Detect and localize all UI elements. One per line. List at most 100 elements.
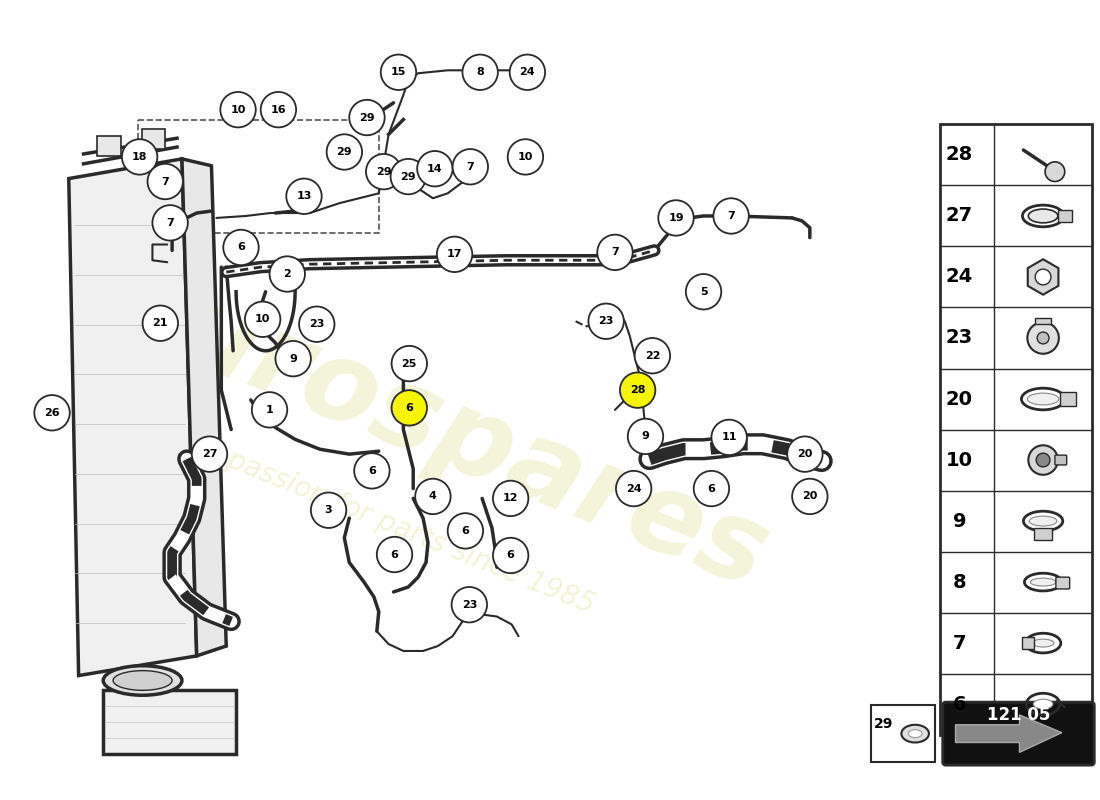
Text: 12: 12 [503, 494, 518, 503]
Text: 29: 29 [360, 113, 375, 122]
Ellipse shape [1028, 209, 1058, 223]
Circle shape [1035, 269, 1050, 285]
Text: 2: 2 [284, 269, 292, 279]
Text: 27: 27 [946, 206, 974, 226]
Text: 7: 7 [612, 247, 619, 258]
Ellipse shape [1030, 516, 1057, 526]
Circle shape [392, 346, 427, 382]
Text: 6: 6 [238, 242, 245, 253]
Circle shape [462, 599, 478, 614]
Ellipse shape [901, 725, 928, 742]
Ellipse shape [1033, 699, 1053, 709]
Text: 28: 28 [946, 146, 974, 165]
Text: 6: 6 [507, 550, 515, 561]
Circle shape [452, 587, 487, 622]
Text: 13: 13 [296, 191, 311, 202]
Text: 24: 24 [626, 483, 641, 494]
Circle shape [252, 392, 287, 427]
Text: 29: 29 [874, 717, 893, 730]
Text: 29: 29 [376, 166, 392, 177]
Circle shape [588, 303, 624, 339]
Circle shape [1037, 332, 1049, 344]
Circle shape [392, 390, 427, 426]
Ellipse shape [1031, 578, 1056, 586]
Text: 10: 10 [946, 450, 972, 470]
Text: 8: 8 [476, 67, 484, 78]
Circle shape [34, 395, 69, 430]
Circle shape [377, 537, 412, 572]
Circle shape [311, 493, 346, 528]
Text: 29: 29 [337, 147, 352, 157]
Text: 21: 21 [153, 318, 168, 328]
Ellipse shape [1027, 393, 1059, 405]
Circle shape [270, 256, 305, 292]
Text: 28: 28 [630, 385, 646, 395]
Text: 6: 6 [390, 550, 398, 559]
Text: 6: 6 [707, 483, 715, 494]
Circle shape [327, 134, 362, 170]
Circle shape [261, 92, 296, 127]
Polygon shape [956, 715, 1062, 752]
Circle shape [299, 306, 334, 342]
Text: 7: 7 [727, 211, 735, 221]
Text: 9: 9 [289, 354, 297, 364]
Text: 4: 4 [429, 491, 437, 502]
FancyBboxPatch shape [97, 136, 121, 156]
Text: 16: 16 [271, 105, 286, 114]
Text: 25: 25 [402, 358, 417, 369]
Text: 18: 18 [132, 152, 147, 162]
Circle shape [191, 437, 228, 472]
Circle shape [694, 471, 729, 506]
Circle shape [147, 164, 183, 199]
Circle shape [597, 234, 632, 270]
Polygon shape [182, 159, 227, 656]
Polygon shape [103, 690, 236, 754]
Text: 3: 3 [324, 506, 332, 515]
Circle shape [508, 139, 543, 174]
Circle shape [223, 230, 258, 265]
Circle shape [381, 54, 416, 90]
FancyBboxPatch shape [939, 125, 1092, 734]
Text: eurospares: eurospares [92, 248, 783, 610]
Text: 27: 27 [201, 449, 218, 459]
Circle shape [628, 418, 663, 454]
Text: 23: 23 [598, 316, 614, 326]
Text: 10: 10 [255, 314, 271, 324]
Circle shape [275, 341, 311, 376]
FancyBboxPatch shape [1055, 455, 1067, 465]
Text: 1: 1 [266, 405, 274, 415]
Text: 10: 10 [230, 105, 245, 114]
Text: 11: 11 [722, 432, 737, 442]
Ellipse shape [103, 666, 182, 695]
Text: 29: 29 [400, 171, 416, 182]
Text: 26: 26 [44, 408, 59, 418]
Circle shape [493, 538, 528, 574]
Circle shape [658, 200, 694, 236]
Text: 7: 7 [166, 218, 174, 228]
Text: 24: 24 [946, 267, 974, 286]
Text: 6: 6 [406, 403, 414, 413]
Circle shape [350, 100, 385, 135]
Circle shape [245, 302, 280, 337]
FancyBboxPatch shape [943, 702, 1094, 765]
Circle shape [714, 198, 749, 234]
Circle shape [620, 373, 656, 408]
Text: 15: 15 [390, 67, 406, 78]
Circle shape [685, 274, 722, 310]
Circle shape [390, 159, 426, 194]
Text: a passion for parts since 1985: a passion for parts since 1985 [199, 436, 598, 619]
Circle shape [448, 513, 483, 549]
Circle shape [788, 437, 823, 472]
Circle shape [1028, 446, 1058, 474]
Text: 24: 24 [519, 67, 536, 78]
Ellipse shape [1032, 639, 1054, 647]
Circle shape [354, 453, 389, 489]
Text: 23: 23 [946, 329, 974, 347]
FancyBboxPatch shape [1035, 318, 1050, 324]
Circle shape [143, 306, 178, 341]
Circle shape [712, 420, 747, 455]
Circle shape [509, 54, 546, 90]
Circle shape [616, 471, 651, 506]
Text: 7: 7 [953, 634, 966, 653]
Circle shape [792, 478, 827, 514]
